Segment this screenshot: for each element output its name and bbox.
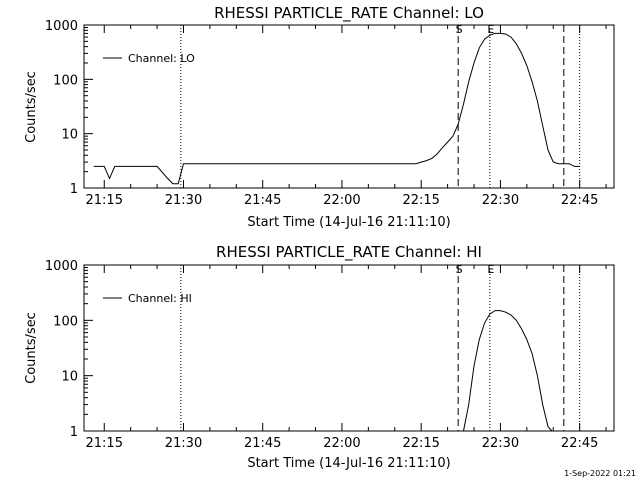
series-layer <box>93 32 580 185</box>
x-tick-label: 22:00 <box>323 436 360 451</box>
x-ticks: 21:15 21:30 21:45 22:00 22:15 22:30 22:45 <box>86 25 607 208</box>
x-tick-label: 22:45 <box>561 436 598 451</box>
y-tick-label: 10 <box>61 128 78 143</box>
y-axis-label: Counts/sec <box>24 312 39 384</box>
x-tick-label: 21:45 <box>244 193 281 208</box>
y-tick-label: 1000 <box>45 259 78 274</box>
x-tick-label: 22:15 <box>402 193 439 208</box>
x-tick-label: 22:30 <box>482 436 519 451</box>
x-tick-label: 21:30 <box>165 193 202 208</box>
legend: Channel: HI <box>103 292 192 305</box>
y-ticks: 1 10 100 1000 <box>45 259 93 440</box>
chart-panel-lo: RHESSI PARTICLE_RATE Channel: LO Counts/… <box>24 4 615 230</box>
plot-frame <box>83 24 615 189</box>
chart-title: RHESSI PARTICLE_RATE Channel: LO <box>214 4 484 23</box>
y-tick-label: 1 <box>70 182 78 197</box>
x-axis-label: Start Time (14-Jul-16 21:11:10) <box>247 215 450 230</box>
x-tick-label: 22:45 <box>561 193 598 208</box>
x-tick-label: 22:15 <box>402 436 439 451</box>
x-tick-label: 21:15 <box>86 193 123 208</box>
footer-timestamp: 1-Sep-2022 01:21 <box>564 469 636 478</box>
marker-label: E <box>487 263 494 276</box>
marker-label: E <box>487 23 494 36</box>
legend: Channel: LO <box>103 52 195 65</box>
marker-label: S <box>456 23 463 36</box>
y-ticks: 1 10 100 1000 <box>45 19 93 197</box>
chart-title: RHESSI PARTICLE_RATE Channel: HI <box>216 243 482 262</box>
chart-panel-hi: RHESSI PARTICLE_RATE Channel: HI Counts/… <box>24 243 615 471</box>
x-tick-label: 21:15 <box>86 436 123 451</box>
y-axis-label: Counts/sec <box>24 71 39 143</box>
y-tick-label: 1000 <box>45 19 78 34</box>
legend-label: Channel: HI <box>128 292 192 305</box>
x-axis-label: Start Time (14-Jul-16 21:11:10) <box>247 456 450 471</box>
y-tick-label: 100 <box>53 73 78 88</box>
series-line <box>463 310 553 432</box>
y-tick-label: 10 <box>61 370 78 385</box>
y-tick-label: 100 <box>53 314 78 329</box>
marker-label: S <box>456 263 463 276</box>
x-ticks: 21:15 21:30 21:45 22:00 22:15 22:30 22:45 <box>86 265 607 451</box>
series-line <box>93 32 580 185</box>
plot-frame <box>83 264 615 432</box>
x-tick-label: 22:00 <box>323 193 360 208</box>
y-tick-label: 1 <box>70 425 78 440</box>
legend-label: Channel: LO <box>128 52 195 65</box>
x-tick-label: 22:30 <box>482 193 519 208</box>
series-layer <box>463 310 553 432</box>
x-tick-label: 21:30 <box>165 436 202 451</box>
x-tick-label: 21:45 <box>244 436 281 451</box>
